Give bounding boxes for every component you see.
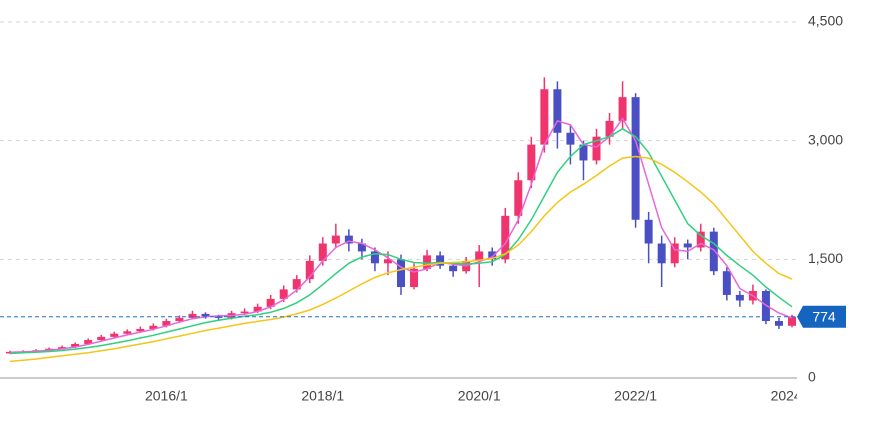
candle-body bbox=[527, 144, 536, 181]
candle-body bbox=[58, 347, 67, 349]
x-tick-label: 2016/1 bbox=[145, 388, 188, 404]
candle-body bbox=[6, 351, 14, 354]
y-tick-label: 1,500 bbox=[808, 250, 843, 266]
y-tick-label: 0 bbox=[808, 369, 816, 385]
y-tick-label: 4,500 bbox=[808, 13, 843, 29]
candle-body bbox=[670, 243, 679, 264]
last-price-marker bbox=[797, 305, 846, 328]
candle-body bbox=[344, 235, 353, 244]
candle-body bbox=[410, 268, 419, 288]
candle-body bbox=[709, 231, 718, 272]
candle-body bbox=[71, 343, 80, 348]
candle-body bbox=[84, 340, 93, 344]
candle-body bbox=[644, 219, 653, 244]
candle-body bbox=[279, 289, 288, 299]
candle-body bbox=[788, 316, 796, 326]
candle-body bbox=[110, 333, 119, 337]
candle-body bbox=[774, 321, 783, 326]
candle-body bbox=[605, 120, 614, 137]
candle-body bbox=[370, 251, 379, 264]
candle-body bbox=[540, 89, 549, 145]
candle-body bbox=[188, 313, 197, 318]
candle-body bbox=[423, 255, 432, 269]
moving-average-line bbox=[9, 117, 793, 354]
candle-body bbox=[631, 97, 640, 220]
candle-body bbox=[292, 279, 301, 290]
candle-body bbox=[383, 259, 392, 264]
candle-body bbox=[318, 243, 327, 261]
candle-body bbox=[136, 328, 145, 332]
candle-body bbox=[696, 231, 705, 248]
plot-area: 2016/1 2018/1 2020/1 2022/1 2024/1 bbox=[0, 21, 814, 404]
candle-body bbox=[475, 251, 484, 261]
candle-body bbox=[735, 294, 744, 301]
candle-body bbox=[722, 271, 731, 295]
candle-body bbox=[266, 298, 275, 307]
candle-body bbox=[240, 311, 249, 314]
x-tick-label: 2022/1 bbox=[614, 388, 657, 404]
x-tick-label: 2024/1 bbox=[771, 388, 814, 404]
candle-body bbox=[683, 243, 692, 248]
candle-body bbox=[566, 132, 575, 145]
candle-body bbox=[553, 89, 562, 133]
candle-body bbox=[331, 235, 340, 244]
candle-body bbox=[253, 306, 262, 312]
x-tick-label: 2018/1 bbox=[301, 388, 344, 404]
candle-body bbox=[149, 325, 158, 329]
candle-body bbox=[162, 321, 171, 326]
moving-average-line bbox=[9, 155, 793, 363]
candle-body bbox=[488, 251, 497, 260]
candle-body bbox=[436, 255, 445, 266]
candle-body bbox=[357, 243, 366, 252]
candle-body bbox=[201, 313, 210, 317]
candle-body bbox=[175, 317, 184, 322]
candle-body bbox=[657, 243, 666, 264]
x-tick-label: 2020/1 bbox=[458, 388, 501, 404]
candle-body bbox=[501, 215, 510, 260]
candle-body bbox=[97, 336, 106, 341]
last-price-label: 774 bbox=[812, 308, 836, 324]
candle-body bbox=[449, 265, 458, 272]
candle-body bbox=[618, 97, 627, 121]
candle-body bbox=[397, 259, 405, 288]
candle-body bbox=[305, 260, 314, 280]
candle-body bbox=[592, 136, 601, 161]
y-tick-label: 3,000 bbox=[808, 131, 843, 147]
candle-body bbox=[579, 144, 588, 161]
candle-body bbox=[514, 180, 523, 216]
candle-body bbox=[123, 331, 132, 334]
moving-average-line bbox=[9, 127, 793, 355]
